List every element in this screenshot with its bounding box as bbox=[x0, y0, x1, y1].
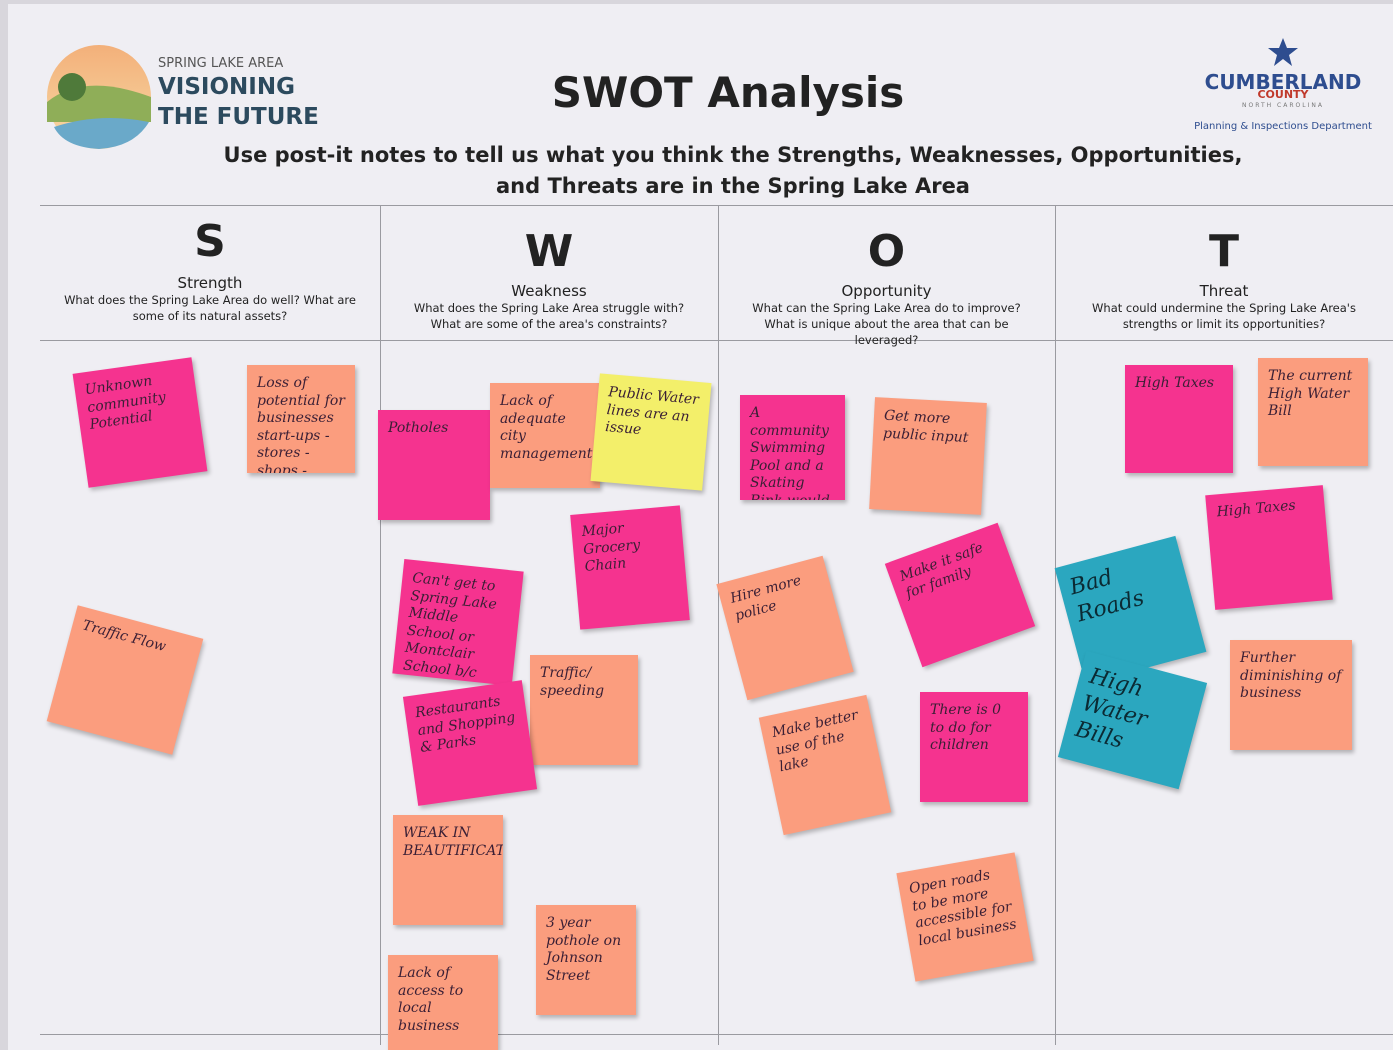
post-it-note: Lack of access to local business bbox=[388, 955, 498, 1050]
column-letter: T bbox=[1208, 226, 1239, 277]
column-divider bbox=[380, 205, 381, 1045]
post-it-note: A community Swimming Pool and a Skating … bbox=[740, 395, 845, 500]
column-name: Threat bbox=[1199, 282, 1249, 300]
post-it-note: Restaurants and Shopping & Parks bbox=[402, 680, 538, 806]
org-line1: VISIONING bbox=[158, 74, 295, 100]
post-it-note: 3 year pothole on Johnson Street bbox=[536, 905, 636, 1015]
post-it-note: The current High Water Bill bbox=[1258, 358, 1368, 466]
department: Planning & Inspections Department bbox=[1194, 121, 1372, 132]
column-divider bbox=[718, 205, 719, 1045]
post-it-note: Lack of adequate city management bbox=[490, 383, 600, 488]
instructions: Use post-it notes to tell us what you th… bbox=[223, 143, 1243, 198]
column-letter: S bbox=[194, 216, 226, 267]
county: CUMBERLAND bbox=[1204, 70, 1362, 94]
post-it-note: Traffic Flow bbox=[46, 605, 204, 755]
table-top bbox=[40, 205, 1393, 206]
post-it-note: Get more public input bbox=[869, 397, 987, 515]
post-it-note: WEAK IN BEAUTIFICATION bbox=[393, 815, 503, 925]
column-divider bbox=[1055, 205, 1056, 1045]
post-it-note: Major Grocery Chain bbox=[570, 505, 690, 630]
post-it-note: Make it safe for family bbox=[884, 522, 1036, 668]
column-question: What could undermine the Spring Lake Are… bbox=[1092, 301, 1356, 331]
poster: SPRING LAKE AREA VISIONING THE FUTURE SW… bbox=[8, 4, 1393, 1050]
post-it-note: Unknown community Potential bbox=[72, 357, 208, 488]
table-bottom bbox=[40, 1034, 1393, 1035]
post-it-note: Hire more police bbox=[716, 555, 854, 701]
post-it-note: High Water Bills bbox=[1057, 650, 1208, 790]
post-it-note: Open roads to be more accessible for loc… bbox=[896, 852, 1034, 982]
post-it-note: Loss of potential for businesses start-u… bbox=[247, 365, 355, 473]
column-question: What can the Spring Lake Area do to impr… bbox=[752, 301, 1021, 347]
column-name: Opportunity bbox=[841, 282, 932, 300]
column-name: Strength bbox=[177, 274, 243, 292]
column-name: Weakness bbox=[511, 282, 587, 300]
column-letter: W bbox=[524, 226, 574, 277]
title: SWOT Analysis bbox=[551, 68, 905, 117]
state: NORTH CAROLINA bbox=[1242, 102, 1324, 109]
county-sub: COUNTY bbox=[1257, 88, 1309, 101]
post-it-note: Further diminishing of business bbox=[1230, 640, 1352, 750]
org-line2: THE FUTURE bbox=[158, 104, 319, 130]
post-it-note: Can't get to Spring Lake Middle School o… bbox=[392, 559, 524, 686]
post-it-note: High Taxes bbox=[1205, 485, 1333, 610]
post-it-note: Make better use of the lake bbox=[758, 694, 892, 836]
visioning-logo bbox=[47, 45, 151, 149]
column-question: What does the Spring Lake Area struggle … bbox=[413, 301, 685, 331]
post-it-note: There is 0 to do for children bbox=[920, 692, 1028, 802]
post-it-note: Traffic/ speeding bbox=[530, 655, 638, 765]
header-row-line bbox=[40, 340, 1393, 341]
org-small: SPRING LAKE AREA bbox=[158, 56, 284, 71]
column-letter: O bbox=[867, 226, 906, 277]
column-question: What does the Spring Lake Area do well? … bbox=[64, 293, 356, 323]
post-it-note: Public Water lines are an issue bbox=[590, 373, 712, 491]
post-it-note: High Taxes bbox=[1125, 365, 1233, 473]
county-star bbox=[1268, 38, 1298, 66]
post-it-note: Potholes bbox=[378, 410, 490, 520]
